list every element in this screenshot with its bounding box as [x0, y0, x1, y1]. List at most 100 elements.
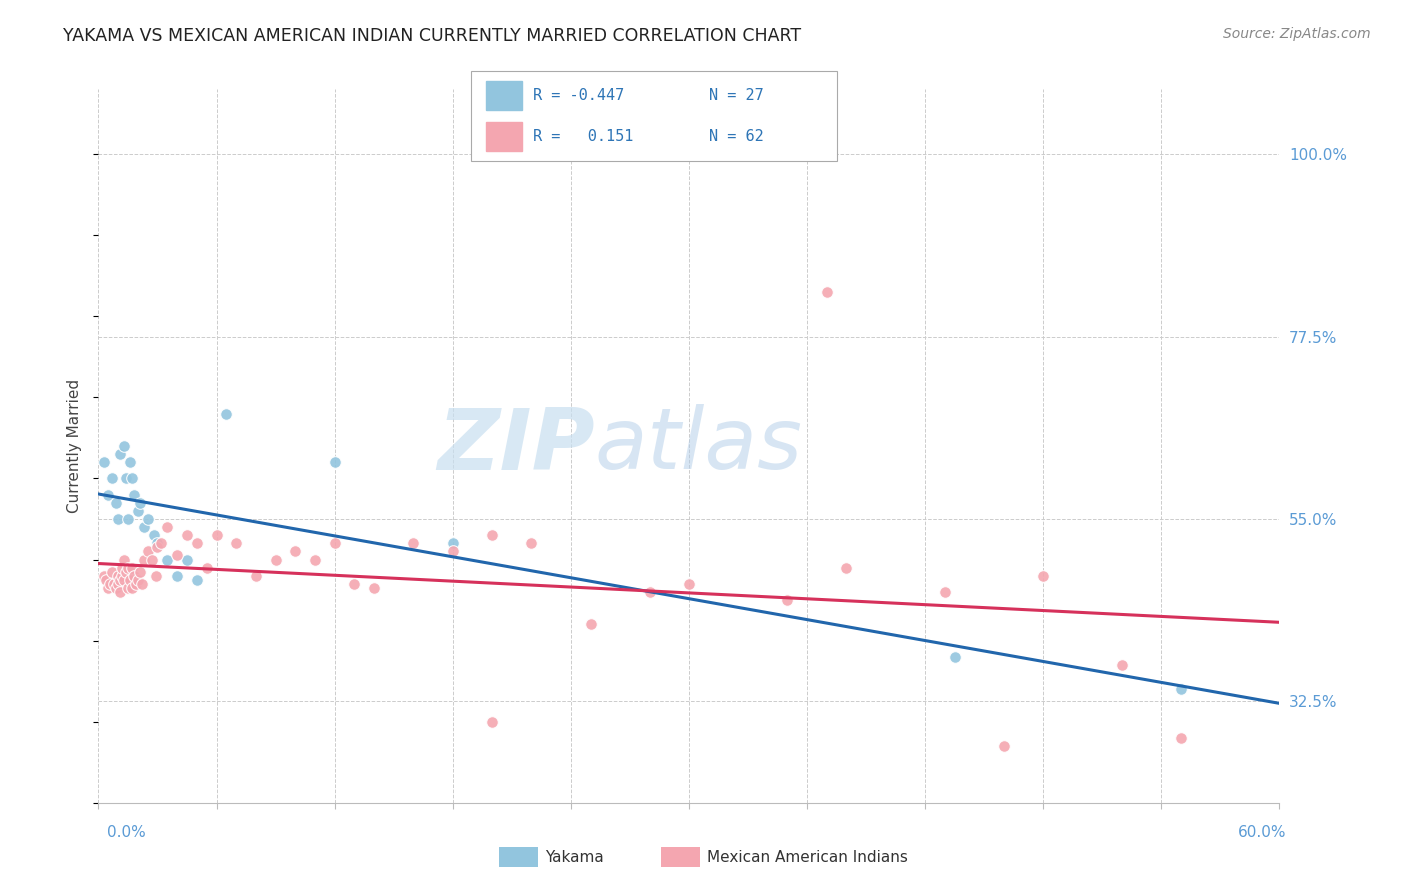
Point: [146, 536, 169, 550]
Point: [127, 504, 149, 518]
Point: [934, 585, 956, 599]
Y-axis label: Currently Married: Currently Married: [67, 379, 83, 513]
Point: [186, 536, 208, 550]
Point: [118, 573, 141, 587]
Point: [103, 577, 125, 591]
Point: [131, 577, 153, 591]
Point: [122, 568, 145, 582]
Point: [176, 528, 198, 542]
Point: [776, 593, 799, 607]
Text: N = 62: N = 62: [709, 129, 763, 144]
Point: [121, 560, 143, 574]
Point: [121, 471, 143, 485]
Point: [105, 496, 128, 510]
Point: [115, 471, 138, 485]
Point: [127, 573, 149, 587]
Point: [1170, 682, 1192, 697]
Point: [993, 739, 1015, 753]
Point: [107, 568, 129, 582]
Text: atlas: atlas: [595, 404, 803, 488]
Point: [132, 552, 155, 566]
Point: [93, 455, 115, 469]
Point: [128, 496, 150, 510]
Point: [638, 585, 661, 599]
Point: [481, 528, 503, 542]
Point: [186, 573, 208, 587]
Point: [97, 581, 120, 595]
Point: [176, 552, 198, 566]
Point: [402, 536, 425, 550]
Point: [481, 714, 503, 729]
Point: [108, 585, 131, 599]
Point: [136, 512, 159, 526]
Text: Source: ZipAtlas.com: Source: ZipAtlas.com: [1223, 27, 1371, 41]
Point: [166, 549, 188, 563]
Point: [142, 528, 165, 542]
FancyBboxPatch shape: [471, 71, 837, 161]
Point: [943, 649, 966, 664]
Point: [112, 439, 135, 453]
Point: [441, 544, 464, 558]
Point: [93, 568, 115, 582]
Bar: [485, 81, 522, 110]
Point: [678, 577, 700, 591]
Point: [284, 544, 307, 558]
Point: [107, 577, 129, 591]
Point: [107, 512, 129, 526]
Point: [441, 536, 464, 550]
Point: [145, 568, 167, 582]
Point: [97, 488, 120, 502]
Point: [108, 447, 131, 461]
Point: [264, 552, 287, 566]
Point: [166, 568, 188, 582]
Point: [1111, 657, 1133, 672]
Point: [112, 573, 135, 587]
Point: [98, 577, 121, 591]
Point: [304, 552, 326, 566]
Point: [323, 455, 346, 469]
Point: [96, 573, 118, 587]
Point: [101, 471, 124, 485]
Point: [117, 560, 139, 574]
Point: [105, 581, 128, 595]
Point: [343, 577, 366, 591]
Text: 60.0%: 60.0%: [1239, 825, 1286, 840]
Point: [101, 565, 124, 579]
Point: [128, 565, 150, 579]
Text: R = -0.447: R = -0.447: [533, 88, 624, 103]
Point: [125, 577, 148, 591]
Point: [215, 407, 238, 421]
Point: [815, 285, 838, 299]
Point: [1032, 568, 1054, 582]
Point: [111, 560, 134, 574]
Bar: [485, 122, 522, 151]
Point: [111, 568, 134, 582]
Point: [121, 581, 143, 595]
Text: R =   0.151: R = 0.151: [533, 129, 634, 144]
Point: [146, 541, 169, 555]
Point: [579, 617, 602, 632]
Point: [520, 536, 543, 550]
Point: [122, 488, 145, 502]
Text: 0.0%: 0.0%: [107, 825, 146, 840]
Point: [835, 560, 858, 574]
Point: [115, 565, 138, 579]
Point: [245, 568, 267, 582]
Point: [118, 455, 141, 469]
Point: [205, 528, 228, 542]
Point: [1170, 731, 1192, 745]
Point: [195, 560, 218, 574]
Point: [117, 581, 139, 595]
Point: [225, 536, 247, 550]
Point: [150, 536, 173, 550]
Text: YAKAMA VS MEXICAN AMERICAN INDIAN CURRENTLY MARRIED CORRELATION CHART: YAKAMA VS MEXICAN AMERICAN INDIAN CURREN…: [63, 27, 801, 45]
Text: Mexican American Indians: Mexican American Indians: [707, 850, 908, 864]
Point: [323, 536, 346, 550]
Text: Yakama: Yakama: [546, 850, 605, 864]
Point: [132, 520, 155, 534]
Point: [112, 552, 135, 566]
Point: [136, 544, 159, 558]
Point: [141, 552, 163, 566]
Point: [156, 552, 179, 566]
Point: [156, 520, 179, 534]
